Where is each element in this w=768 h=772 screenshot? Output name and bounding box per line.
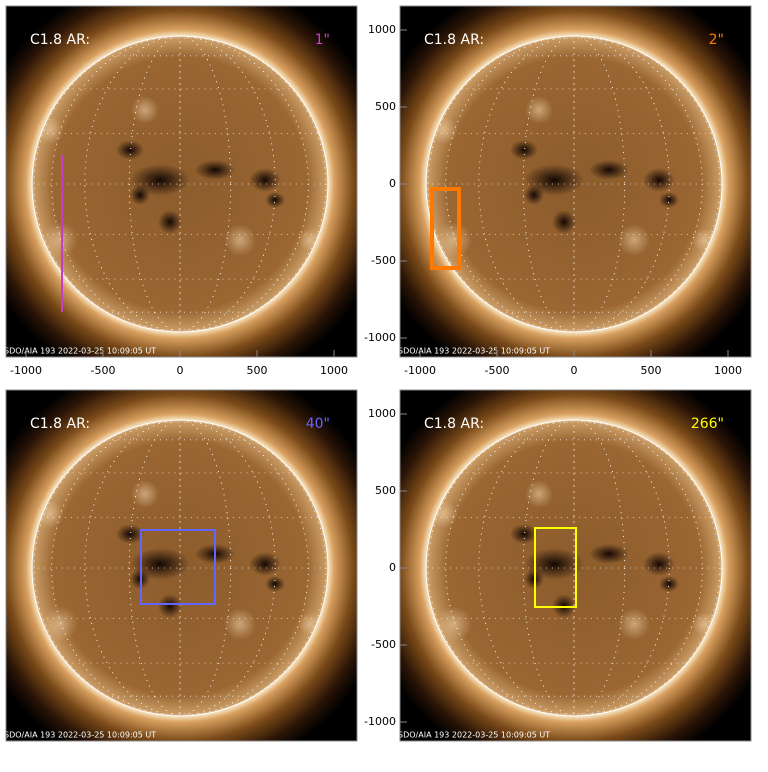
dark-region (116, 140, 144, 160)
x-tick-label: -500 (91, 364, 116, 377)
dark-region (158, 594, 182, 618)
bright-region (42, 222, 78, 258)
bright-region (436, 606, 472, 642)
x-tick-label: -500 (485, 364, 510, 377)
dark-region (249, 168, 281, 192)
panel-title: C1.8 AR: (424, 32, 484, 48)
y-tick-label: -500 (371, 254, 396, 267)
y-tick-label: -1000 (364, 331, 396, 344)
panel: SDO/AIA 193 2022-03-25 10:09:05 UT C1.8 A… (0, 357, 391, 768)
y-tick-label: 1000 (368, 23, 396, 36)
footer: SDO/AIA 193 2022-03-25 10:09:05 UT (4, 731, 156, 740)
dark-region (158, 210, 182, 234)
dark-region (659, 192, 679, 208)
bright-region (430, 500, 458, 528)
bright-region (131, 480, 159, 508)
bright-region (618, 224, 650, 256)
dark-region (116, 524, 144, 544)
bright-region (131, 96, 159, 124)
y-tick-label: 500 (375, 100, 396, 113)
dark-region (265, 576, 285, 592)
bright-region (224, 224, 256, 256)
size-label: 1" (315, 32, 330, 48)
bright-region (430, 116, 458, 144)
x-tick-label: 1000 (714, 364, 742, 377)
panel-title: C1.8 AR: (30, 416, 90, 432)
panel-title: C1.8 AR: (30, 32, 90, 48)
y-tick-label: 500 (375, 484, 396, 497)
bright-region (525, 480, 553, 508)
panel: SDO/AIA 193 2022-03-25 10:09:05 UT C1.8 A… (363, 357, 768, 768)
dark-region (265, 192, 285, 208)
footer: SDO/AIA 193 2022-03-25 10:09:05 UT (398, 347, 550, 356)
y-tick-label: -500 (371, 638, 396, 651)
y-tick-label: -1000 (364, 715, 396, 728)
dark-region (643, 168, 675, 192)
bright-region (36, 500, 64, 528)
y-tick-label: 0 (389, 177, 396, 190)
footer: SDO/AIA 193 2022-03-25 10:09:05 UT (4, 347, 156, 356)
size-label: 266" (691, 416, 724, 432)
dark-region (589, 544, 629, 564)
dark-region (524, 185, 544, 205)
dark-region (130, 185, 150, 205)
dark-region (195, 160, 235, 180)
panel-title: C1.8 AR: (424, 416, 484, 432)
x-tick-label: 0 (571, 364, 578, 377)
dark-region (589, 160, 629, 180)
x-tick-label: 500 (641, 364, 662, 377)
bright-region (525, 96, 553, 124)
size-label: 40" (306, 416, 330, 432)
bright-region (224, 608, 256, 640)
x-tick-label: -1000 (10, 364, 42, 377)
dark-region (510, 524, 538, 544)
dark-region (659, 576, 679, 592)
panel: SDO/AIA 193 2022-03-25 10:09:05 UT C1.8 A… (363, 0, 768, 395)
y-tick-label: 0 (389, 561, 396, 574)
dark-region (510, 140, 538, 160)
dark-region (643, 552, 675, 576)
size-label: 2" (709, 32, 724, 48)
bright-region (42, 606, 78, 642)
x-tick-label: 1000 (320, 364, 348, 377)
x-tick-label: 500 (247, 364, 268, 377)
dark-region (249, 552, 281, 576)
footer: SDO/AIA 193 2022-03-25 10:09:05 UT (398, 731, 550, 740)
panel: SDO/AIA 193 2022-03-25 10:09:05 UT C1.8 A… (0, 0, 391, 395)
dark-region (552, 210, 576, 234)
bright-region (36, 116, 64, 144)
x-tick-label: 0 (177, 364, 184, 377)
bright-region (618, 608, 650, 640)
x-tick-label: -1000 (404, 364, 436, 377)
y-tick-label: 1000 (368, 407, 396, 420)
bright-region (436, 222, 472, 258)
